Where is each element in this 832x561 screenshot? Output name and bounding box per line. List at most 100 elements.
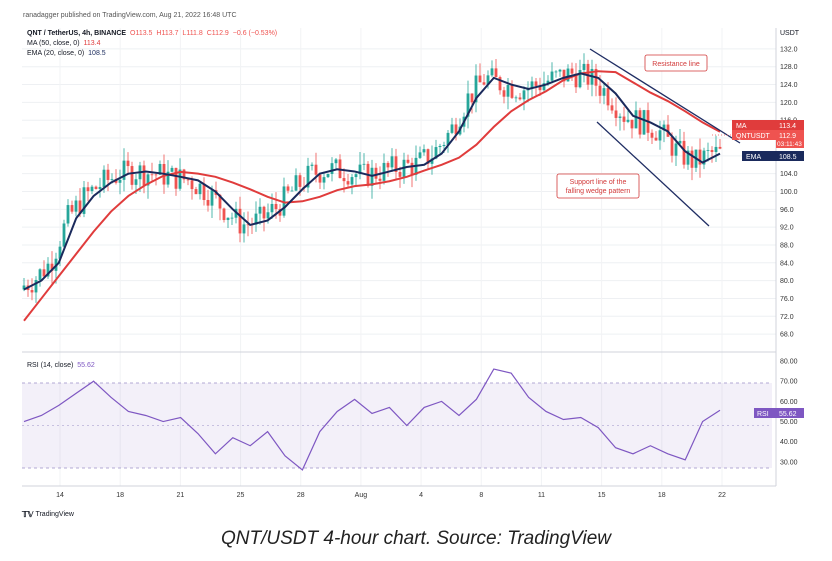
candle-body [506,85,510,97]
candle-body [278,209,282,216]
rsi-tick-label: 40.00 [780,439,798,446]
candle-body [642,110,646,135]
price-tick-label: 124.0 [780,82,798,89]
candle-body [274,203,278,210]
candle-body [630,119,634,129]
candle-body [330,163,334,174]
candle-body [718,146,722,149]
candle-body [82,187,86,214]
candle-body [38,269,42,280]
candle-body [410,162,414,175]
svg-text:RSI: RSI [757,411,769,418]
candle-body [374,167,378,179]
ohlc-open: O113.5 [130,30,153,37]
candle-body [670,136,674,156]
candle-body [206,200,210,206]
candle-body [662,124,666,131]
time-tick-label: 4 [419,492,423,499]
candle-body [698,149,702,165]
candle-body [426,149,430,164]
candle-body [434,147,438,159]
price-tick-label: 92.0 [780,225,794,232]
candle-body [390,156,394,168]
candle-body [74,200,78,212]
tradingview-logo[interactable]: 𝕋𝕍 TradingView [22,510,74,519]
candle-body [454,124,458,135]
support-label-line2: falling wedge pattern [566,188,631,195]
price-badge: QNTUSDT 112.9 03:11:43 [732,130,804,148]
candle-body [146,174,150,186]
candle-body [294,175,298,191]
resistance-trendline [589,48,741,144]
ohlc-low: L111.8 [182,30,203,37]
candle-body [602,88,606,96]
candle-body [190,180,194,190]
ma-legend-value: 113.4 [83,40,101,47]
rsi-axis-ticks: 80.00 70.00 60.00 50.00 40.00 30.00 [780,359,798,467]
candle-body [626,119,630,122]
candle-body [418,152,422,158]
svg-text:112.9: 112.9 [779,133,796,140]
publisher-line: ranadagger published on TradingView.com,… [23,12,237,19]
candle-body [202,183,206,201]
candle-body [166,171,170,185]
price-tick-label: 88.0 [780,242,794,249]
candle-body [466,93,470,117]
candle-body [634,110,638,129]
price-tick-label: 68.0 [780,332,794,339]
candle-body [270,203,274,213]
candle-body [650,132,654,138]
rsi-tick-label: 80.00 [780,359,798,366]
candle-body [686,150,690,165]
candle-body [522,90,526,100]
candle-body [46,263,50,277]
candle-body [702,150,706,165]
candle-body [134,179,138,185]
candle-body [198,183,202,195]
candle-body [50,263,54,271]
price-tick-label: 84.0 [780,260,794,267]
ohlc-change: −0.6 (−0.53%) [232,30,278,37]
resistance-annotation: Resistance line [644,54,708,72]
rsi-legend-label: RSI (14, close) [27,362,74,369]
price-tick-label: 132.0 [780,46,798,53]
time-tick-label: 14 [56,492,64,499]
candle-body [558,69,562,72]
time-tick-label: 18 [658,492,666,499]
candle-body [62,223,66,247]
resistance-label: Resistance line [652,61,700,68]
candle-body [566,68,570,82]
candle-body [78,200,82,214]
candle-body [66,205,70,224]
price-chart[interactable]: 132.0128.0124.0120.0116.0112.0108.0104.0… [0,0,832,520]
candle-body [178,169,182,189]
candle-body [554,71,558,73]
candle-body [186,179,190,181]
candle-body [542,83,546,91]
rsi-tick-label: 70.00 [780,379,798,386]
ohlc-close: C112.9 [206,30,229,37]
candle-body [182,169,186,180]
candle-body [130,166,134,185]
candle-body [550,71,554,81]
candle-body [690,150,694,168]
candle-body [326,173,330,178]
brand-label: TradingView [35,511,74,518]
candle-body [438,145,442,148]
time-tick-label: 22 [718,492,726,499]
candle-body [70,205,74,212]
candle-body [306,165,310,188]
time-tick-label: 21 [176,492,184,499]
svg-text:MA: MA [736,123,747,130]
candle-body [386,162,390,168]
candle-body [158,164,162,175]
rsi-legend-value: 55.62 [77,362,95,369]
candle-body [218,194,222,209]
ma-legend: MA (50, close, 0) 113.4 [27,40,100,47]
candle-body [606,88,610,106]
ma-badge: MA 113.4 [732,120,804,130]
candle-body [574,73,578,88]
candle-body [266,212,270,219]
candle-body [90,186,94,192]
candle-body [546,80,550,84]
